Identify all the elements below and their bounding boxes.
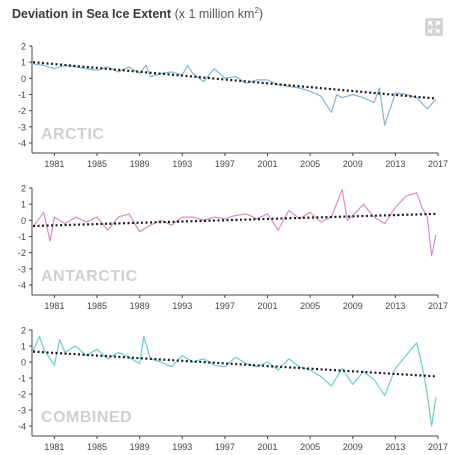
combined-panel: COMBINED 2 1 0 -1 -2 -3 -4 1981 1985 1989 1993 1997 2… [18,326,448,453]
combined-x-tick-label: 1993 [172,442,192,452]
arctic-x-tick-label: 2001 [257,159,277,169]
arctic-y-tick-label: 2 [21,42,26,52]
antarctic-y-tick-label: -1 [18,232,26,242]
arctic-y-tick-label: -2 [18,106,26,116]
antarctic-x-tick-label: 2009 [343,301,363,311]
arctic-x-tick-label: 2017 [428,159,448,169]
antarctic-x-tick-label: 1985 [87,301,107,311]
combined-x-tick-label: 2009 [343,442,363,452]
antarctic-x-tick-label: 1997 [215,301,235,311]
antarctic-x-tick-label: 2001 [257,301,277,311]
antarctic-y-tick-label: 1 [21,200,26,210]
antarctic-y-tick-label: -2 [18,248,26,258]
combined-x-tick-label: 1985 [87,442,107,452]
arctic-y-tick-label: -4 [18,139,26,149]
arctic-x-tick-label: 2005 [300,159,320,169]
combined-y-tick-label: -4 [18,422,26,432]
combined-panel-label: COMBINED [41,409,132,426]
combined-y-tick-label: 0 [21,358,26,368]
combined-x-tick-label: 2005 [300,442,320,452]
combined-y-tick-label: -1 [18,374,26,384]
combined-x-tick-label: 1997 [215,442,235,452]
combined-x-tick-label: 2013 [385,442,405,452]
arctic-x-tick-label: 1997 [215,159,235,169]
combined-x-tick-label: 1981 [44,442,64,452]
arctic-x-tick-label: 1989 [130,159,150,169]
combined-trend-line [32,350,436,378]
combined-x-tick-label: 1989 [130,442,150,452]
expand-button[interactable] [425,18,443,36]
combined-y-tick-label: 2 [21,326,26,336]
arctic-x-tick-label: 2013 [385,159,405,169]
arctic-x-tick-label: 2009 [343,159,363,169]
antarctic-x-tick-label: 2005 [300,301,320,311]
page-title: Deviation in Sea Ice Extent (x 1 million… [12,6,263,21]
title-text: Deviation in Sea Ice Extent [12,7,172,22]
antarctic-x-tick-label: 2017 [428,301,448,311]
antarctic-panel-label: ANTARCTIC [41,268,138,285]
arctic-x-tick-label: 1993 [172,159,192,169]
arctic-x-tick-label: 1981 [44,159,64,169]
antarctic-panel: ANTARCTIC 2 1 0 -1 -2 -3 -4 1981 1985 1989 1993 1997… [18,184,448,312]
arctic-y-tick-label: -1 [18,90,26,100]
antarctic-y-tick-label: 0 [21,216,26,226]
expand-arrows-icon [428,21,440,33]
title-unit: (x 1 million km2) [174,6,264,22]
antarctic-y-tick-label: -4 [18,281,26,291]
combined-y-tick-label: -3 [18,406,26,416]
arctic-y-tick-label: 0 [21,74,26,84]
antarctic-y-tick-label: -3 [18,264,26,274]
antarctic-series-line [32,189,437,257]
combined-y-tick-label: 1 [21,342,26,352]
antarctic-x-tick-label: 2013 [385,301,405,311]
antarctic-x-tick-label: 1981 [44,301,64,311]
combined-x-tick-label: 2001 [257,442,277,452]
arctic-y-tick-label: 1 [21,58,26,68]
combined-x-tick-label: 2017 [428,442,448,452]
arctic-panel-label: ARCTIC [41,126,104,143]
arctic-y-tick-label: -3 [18,122,26,132]
arctic-x-tick-label: 1985 [87,159,107,169]
arctic-trend-line [32,61,436,100]
arctic-panel: ARCTIC 2 1 0 -1 -2 -3 -4 1981 1985 1989 1993 1997 200… [18,42,448,170]
antarctic-x-tick-label: 1989 [130,301,150,311]
antarctic-y-tick-label: 2 [21,184,26,194]
combined-y-tick-label: -2 [18,390,26,400]
arctic-series-line [33,63,437,126]
antarctic-x-tick-label: 1993 [172,301,192,311]
